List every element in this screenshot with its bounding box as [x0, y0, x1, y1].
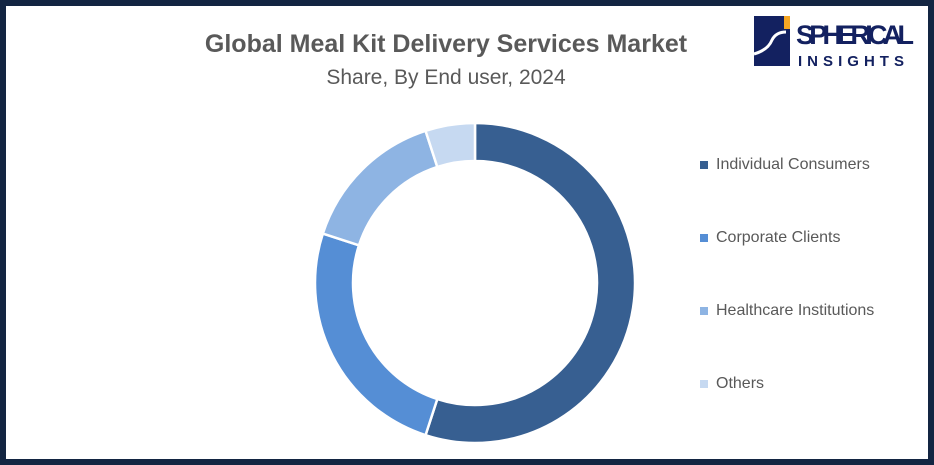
legend-label: Individual Consumers	[716, 156, 870, 173]
legend-item: Healthcare Institutions	[700, 302, 874, 320]
legend-swatch	[700, 307, 708, 315]
spherical-insights-logo: SPHERICAL INSIGHTS	[753, 16, 914, 70]
donut-slice-others	[423, 121, 477, 169]
legend-label: Corporate Clients	[716, 229, 841, 246]
legend-label: Others	[716, 375, 765, 392]
donut-slice-individual-consumers	[423, 121, 637, 445]
legend-swatch	[700, 161, 708, 169]
donut-slice-corporate-clients	[313, 231, 439, 437]
donut-slice-healthcare-institutions	[321, 129, 439, 247]
svg-text:SPHERICAL: SPHERICAL	[796, 20, 914, 50]
legend-label: Healthcare Institutions	[716, 302, 875, 319]
legend-item: Individual Consumers	[700, 156, 870, 174]
legend-swatch	[700, 380, 708, 388]
legend-item: Others	[700, 375, 764, 393]
donut-chart	[313, 121, 637, 445]
chart-title: Global Meal Kit Delivery Services Market	[204, 30, 688, 58]
chart-subtitle: Share, By End user, 2024	[326, 66, 566, 89]
svg-text:INSIGHTS: INSIGHTS	[798, 53, 912, 70]
legend-item: Corporate Clients	[700, 229, 841, 247]
legend-swatch	[700, 234, 708, 242]
